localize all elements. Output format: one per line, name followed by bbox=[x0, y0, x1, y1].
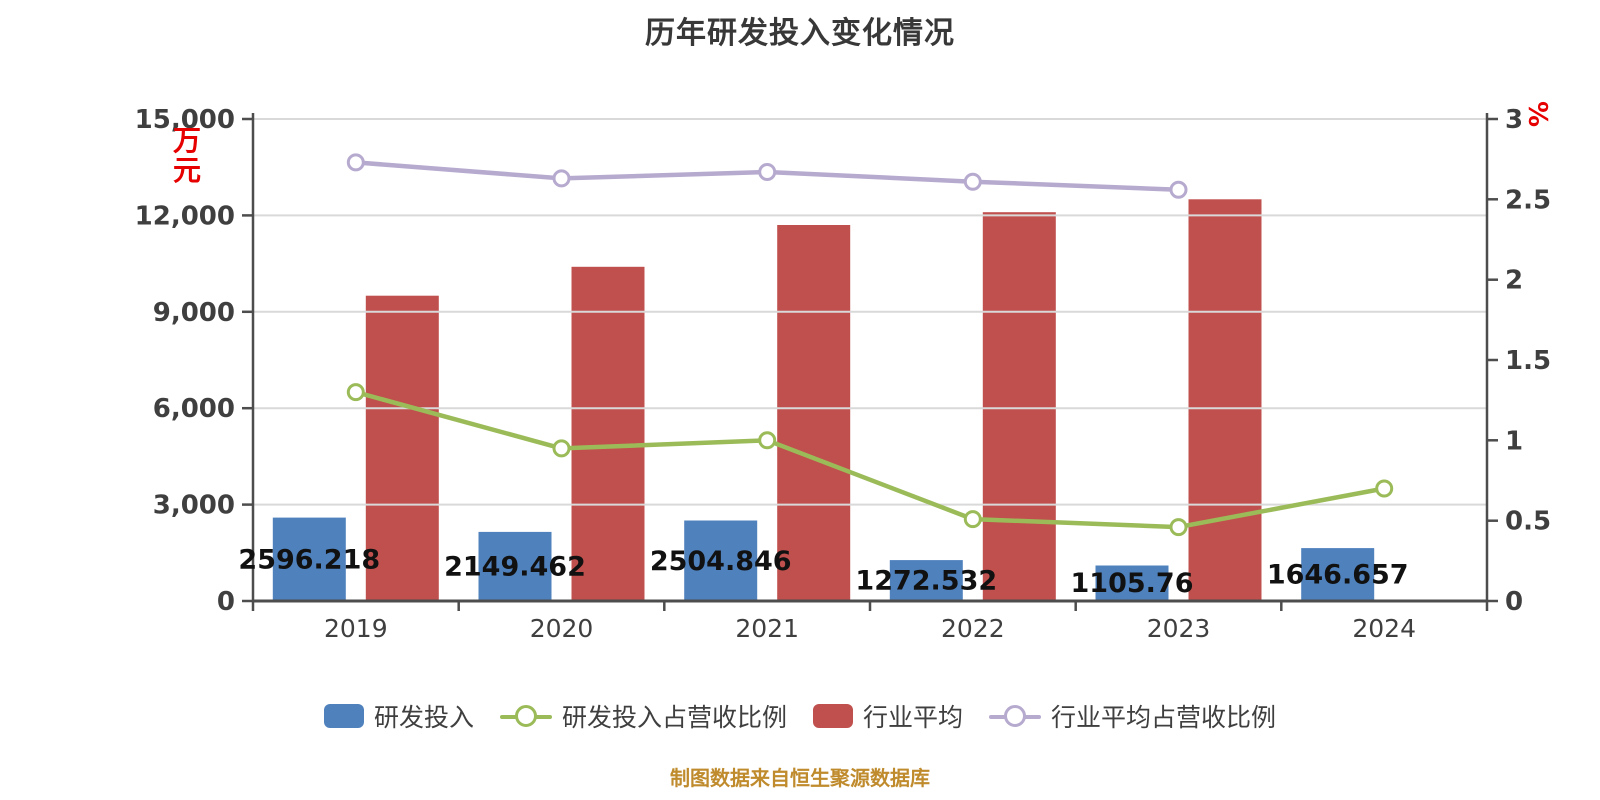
industry-bar-2020 bbox=[571, 266, 645, 601]
industry-bar-2021 bbox=[777, 225, 851, 601]
rd-bar-2024 bbox=[1301, 548, 1375, 601]
bar-value-label-2020: 2149.462 bbox=[444, 552, 586, 583]
right-tick-label: 0.5 bbox=[1505, 507, 1551, 537]
right-axis-unit: % bbox=[1522, 101, 1552, 127]
rd-ratio-point-2019 bbox=[346, 383, 365, 402]
bar-value-label-2019: 2596.218 bbox=[238, 544, 380, 575]
industry-bar-2019 bbox=[365, 295, 439, 601]
left-tick-label: 6,000 bbox=[153, 394, 235, 424]
legend-label-rd-ratio: 研发投入占营收比例 bbox=[561, 703, 787, 732]
rd-ratio-point-2021 bbox=[758, 431, 777, 450]
x-tick-label-2021: 2021 bbox=[735, 614, 799, 643]
rd-ratio-line bbox=[353, 389, 1387, 530]
right-tick-label: 0 bbox=[1505, 587, 1523, 617]
left-tick-label: 15,000 bbox=[135, 105, 235, 135]
industry-ratio-point-2019 bbox=[346, 153, 365, 172]
rd-ratio-point-2024 bbox=[1375, 479, 1394, 498]
x-tick-label-2019: 2019 bbox=[324, 614, 388, 643]
industry-ratio-point-2020 bbox=[552, 169, 571, 188]
industry-ratio-point-2022 bbox=[963, 172, 982, 191]
rd-bar-2023 bbox=[1095, 565, 1169, 601]
legend-label-rd-investment: 研发投入 bbox=[373, 703, 474, 732]
legend-item-industry-average[interactable]: 行业平均 bbox=[813, 698, 963, 734]
rd-bar-2020 bbox=[478, 531, 552, 601]
bar-value-label-2021: 2504.846 bbox=[650, 546, 792, 577]
legend: 研发投入 研发投入占营收比例 行业平均 行业平均占营收比例 bbox=[0, 698, 1600, 734]
legend-item-rd-investment[interactable]: 研发投入 bbox=[323, 698, 474, 734]
legend-label-industry-average: 行业平均 bbox=[863, 703, 964, 732]
rd-bar-2019 bbox=[272, 517, 346, 601]
left-tick-label: 9,000 bbox=[153, 298, 235, 328]
right-tick-label: 3 bbox=[1505, 105, 1523, 135]
right-tick-label: 1.5 bbox=[1505, 346, 1551, 376]
right-tick-label: 1 bbox=[1505, 426, 1523, 456]
left-tick-label: 3,000 bbox=[153, 491, 235, 521]
x-tick-label-2024: 2024 bbox=[1352, 614, 1416, 643]
x-tick-label-2022: 2022 bbox=[941, 614, 1005, 643]
right-tick-label: 2 bbox=[1505, 266, 1523, 296]
plot-area: 15,000 12,000 9,000 6,000 3,000 0 3 2.5 2 1.5 1 0.5… bbox=[135, 101, 1552, 643]
industry-bar-2023 bbox=[1188, 199, 1262, 602]
industry-ratio-point-2023 bbox=[1169, 180, 1188, 199]
bar-value-label-2023: 1105.76 bbox=[1071, 568, 1194, 599]
left-tick-label: 0 bbox=[217, 587, 235, 617]
chart-title: 历年研发投入变化情况 bbox=[645, 16, 955, 51]
legend-swatch-rd-investment bbox=[323, 704, 364, 728]
legend-item-industry-ratio[interactable]: 行业平均占营收比例 bbox=[989, 698, 1276, 734]
source-note: 制图数据来自恒生聚源数据库 bbox=[670, 766, 930, 790]
rd-bar-2022 bbox=[889, 560, 963, 601]
x-tick-label-2023: 2023 bbox=[1147, 614, 1211, 643]
left-axis-unit: 万元 bbox=[173, 124, 201, 187]
legend-marker-industry-ratio bbox=[989, 704, 1042, 728]
right-tick-label: 2.5 bbox=[1505, 185, 1551, 215]
x-tick-label-2020: 2020 bbox=[530, 614, 594, 643]
bar-value-label-2024: 1646.657 bbox=[1267, 560, 1409, 591]
rd-ratio-point-2020 bbox=[552, 439, 571, 458]
legend-item-rd-ratio[interactable]: 研发投入占营收比例 bbox=[499, 698, 787, 734]
legend-marker-rd-ratio bbox=[499, 704, 552, 728]
industry-ratio-point-2021 bbox=[758, 163, 777, 181]
legend-label-industry-ratio: 行业平均占营收比例 bbox=[1051, 703, 1277, 732]
rd-ratio-point-2022 bbox=[963, 510, 982, 529]
rd-ratio-point-2023 bbox=[1169, 518, 1188, 537]
industry-bar-2022 bbox=[982, 212, 1056, 601]
rd-bar-2021 bbox=[684, 520, 758, 601]
legend-swatch-industry-average bbox=[813, 704, 853, 728]
bar-value-label-2022: 1272.532 bbox=[855, 566, 997, 597]
left-tick-label: 12,000 bbox=[135, 201, 235, 231]
